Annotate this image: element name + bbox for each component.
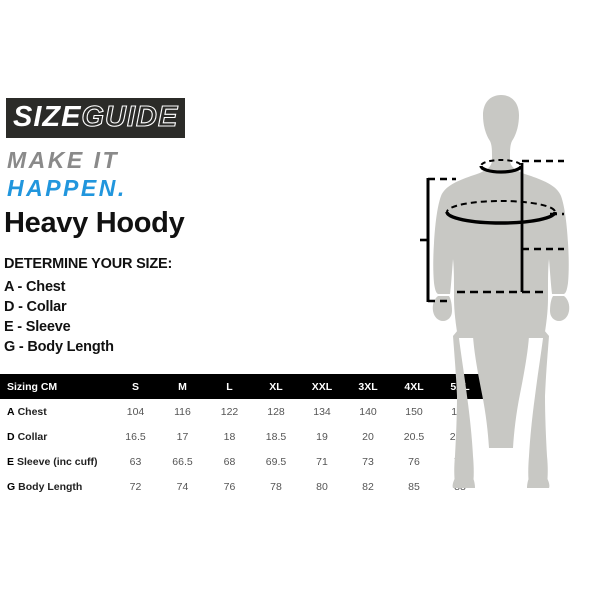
column-header-3xl: 3XL bbox=[358, 380, 378, 393]
row-name: Body Length bbox=[18, 480, 83, 493]
row-name: Sleeve (inc cuff) bbox=[17, 455, 98, 468]
row-letter: A bbox=[7, 405, 15, 418]
row-letter: G bbox=[7, 480, 16, 493]
chest-measure-ellipse-front bbox=[445, 211, 557, 225]
column-header-4xl: 4XL bbox=[404, 380, 424, 393]
measurement-diagram: D A G E bbox=[400, 0, 600, 600]
info-panel: SIZE GUIDE MAKE IT HAPPEN. Heavy Hoody DE… bbox=[0, 98, 483, 499]
row-name: Chest bbox=[17, 405, 47, 418]
body-figure-illustration bbox=[420, 95, 570, 488]
logo-size-text: SIZE bbox=[13, 101, 82, 133]
size-guide-logo: SIZE GUIDE bbox=[6, 98, 186, 138]
cell-chest-s: 104 bbox=[126, 405, 145, 418]
page-title: Heavy Hoody bbox=[4, 207, 185, 239]
cell-chest-4xl: 150 bbox=[405, 405, 423, 418]
row-label-sleeve: E Sleeve (inc cuff) bbox=[0, 449, 112, 474]
cell-body-length-xl: 78 bbox=[270, 480, 282, 493]
row-label-collar: D Collar bbox=[0, 424, 112, 449]
column-header-xl: XL bbox=[269, 380, 283, 393]
cell-collar-s: 16.5 bbox=[125, 430, 146, 443]
column-header-s: S bbox=[131, 380, 139, 393]
cell-chest-l: 122 bbox=[220, 405, 239, 418]
cell-sleeve-s: 63 bbox=[129, 455, 142, 468]
cell-collar-4xl: 20.5 bbox=[403, 430, 425, 443]
determine-heading: DETERMINE YOUR SIZE: bbox=[4, 256, 173, 272]
cell-collar-xxl: 19 bbox=[316, 430, 328, 443]
column-header-m: M bbox=[178, 380, 187, 393]
legend-item-sleeve: E - Sleeve bbox=[4, 319, 71, 335]
cell-sleeve-xl: 69.5 bbox=[265, 455, 287, 468]
row-letter: E bbox=[7, 455, 15, 468]
legend-item-collar: D - Collar bbox=[4, 299, 67, 315]
cell-chest-m: 116 bbox=[174, 405, 191, 418]
cell-body-length-4xl: 85 bbox=[408, 480, 420, 493]
row-letter: D bbox=[7, 430, 15, 443]
cell-collar-xl: 18.5 bbox=[265, 430, 287, 443]
column-header-xxl: XXL bbox=[311, 380, 333, 393]
cell-chest-xxl: 134 bbox=[313, 405, 331, 418]
determine-your-size-section: DETERMINE YOUR SIZE: A - Chest D - Colla… bbox=[4, 255, 244, 357]
cell-body-length-xxl: 80 bbox=[316, 480, 328, 493]
collar-measure-ellipse-front bbox=[479, 165, 523, 174]
tagline-line-2: HAPPEN. bbox=[7, 175, 127, 201]
tagline-line-1: MAKE IT bbox=[7, 147, 120, 173]
cell-sleeve-xxl: 71 bbox=[316, 455, 328, 468]
column-header-l: L bbox=[226, 380, 233, 393]
cell-collar-l: 18 bbox=[223, 430, 236, 443]
cell-sleeve-3xl: 73 bbox=[362, 455, 374, 468]
row-name: Collar bbox=[17, 430, 48, 443]
cell-body-length-3xl: 82 bbox=[362, 480, 374, 493]
column-header-sizing: Sizing CM bbox=[7, 380, 58, 393]
cell-collar-m: 17 bbox=[176, 430, 189, 443]
cell-sleeve-4xl: 76 bbox=[408, 455, 420, 468]
legend-item-body-length: G - Body Length bbox=[4, 339, 114, 355]
cell-sleeve-m: 66.5 bbox=[172, 455, 193, 468]
row-label-body-length: G Body Length bbox=[0, 474, 112, 499]
body-silhouette-shape bbox=[432, 95, 570, 488]
row-label-chest: A Chest bbox=[0, 399, 112, 424]
logo-guide-text: GUIDE bbox=[81, 101, 179, 133]
cell-sleeve-l: 68 bbox=[223, 455, 236, 468]
cell-body-length-l: 76 bbox=[223, 480, 236, 493]
cell-chest-3xl: 140 bbox=[359, 405, 377, 418]
cell-body-length-m: 74 bbox=[176, 480, 189, 493]
brand-tagline: MAKE IT HAPPEN. bbox=[7, 146, 127, 202]
legend-item-chest: A - Chest bbox=[4, 279, 66, 295]
cell-collar-3xl: 20 bbox=[362, 430, 374, 443]
cell-chest-xl: 128 bbox=[267, 405, 285, 418]
cell-body-length-s: 72 bbox=[129, 480, 142, 493]
